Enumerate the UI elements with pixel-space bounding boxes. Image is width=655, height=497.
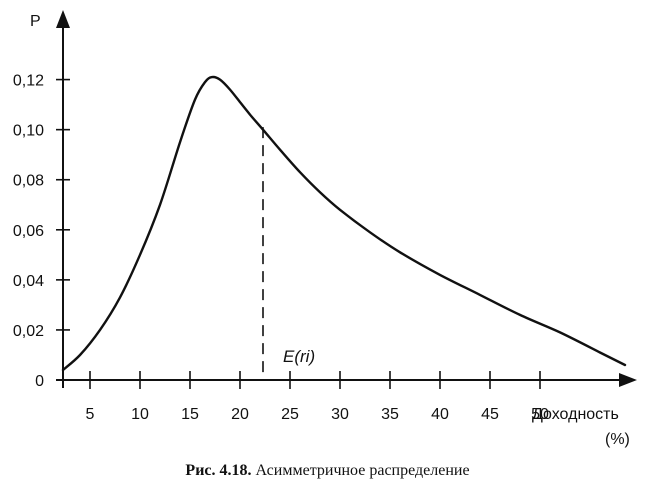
y-axis-title: P (30, 13, 41, 30)
y-ticks: 0 0,02 0,04 0,06 0,08 0,10 0,12 (13, 73, 70, 390)
x-tick-label: 20 (231, 406, 249, 423)
figure-caption: Рис. 4.18. Асимметричное распределение (0, 462, 655, 480)
series-group (61, 75, 627, 372)
x-axis-arrow (619, 373, 637, 387)
y-tick-label: 0,10 (13, 123, 44, 140)
y-axis-arrow (56, 10, 70, 28)
x-tick-label: 30 (331, 406, 349, 423)
mean-marker-group: E(ri) (262, 127, 315, 380)
x-tick-label: 5 (86, 406, 95, 423)
x-tick-label: 10 (131, 406, 149, 423)
caption-number: Рис. 4.18. (185, 462, 252, 479)
mean-label: E(ri) (283, 347, 315, 366)
caption-text: Асимметричное распределение (255, 462, 470, 479)
x-ticks: 5 10 15 20 25 30 35 40 45 50 (86, 371, 549, 423)
x-axis-title: Доходность (532, 406, 619, 423)
y-tick-label: 0,06 (13, 223, 44, 240)
x-tick-label: 25 (281, 406, 299, 423)
x-axis-unit: (%) (605, 431, 630, 448)
distribution-curve (61, 75, 627, 372)
x-tick-label: 45 (481, 406, 499, 423)
y-tick-label: 0 (35, 373, 44, 390)
x-tick-label: 40 (431, 406, 449, 423)
y-tick-label: 0,12 (13, 73, 44, 90)
x-tick-label: 35 (381, 406, 399, 423)
y-tick-label: 0,08 (13, 173, 44, 190)
y-tick-label: 0,04 (13, 273, 44, 290)
x-tick-label: 50 (531, 406, 549, 423)
y-tick-label: 0,02 (13, 323, 44, 340)
x-tick-label: 15 (181, 406, 199, 423)
